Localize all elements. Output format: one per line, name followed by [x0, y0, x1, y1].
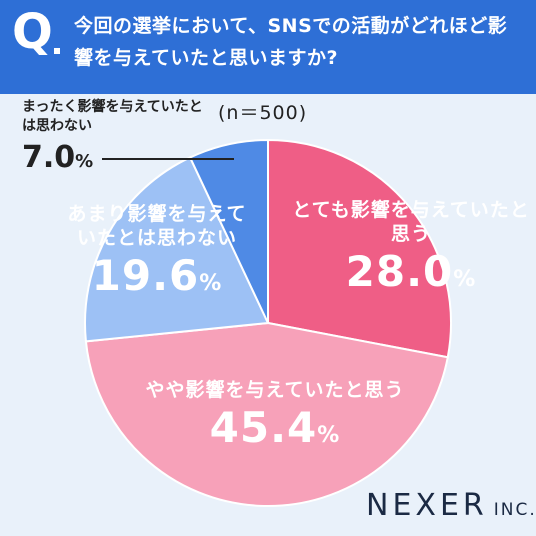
slice-value-3: 7.0% — [22, 140, 94, 175]
slice-value-0: 28.0% — [345, 247, 477, 296]
slice-label-3: まったく影響を与えていたとは思わない 7.0% — [22, 98, 212, 182]
slice-name-0: とても影響を与えていたと思う — [292, 199, 530, 245]
pie-slice-1 — [84, 321, 449, 507]
q-mark: Q — [12, 4, 53, 60]
slice-value-1: 45.4% — [209, 403, 341, 452]
pie-slice-3 — [188, 138, 269, 324]
slice-label-2: あまり影響を与えていたとは思わない 19.6% — [62, 202, 252, 310]
slice-name-3: まったく影響を与えていたとは思わない — [22, 99, 203, 134]
sample-size: (n＝500) — [218, 102, 308, 124]
slice-label-0: とても影響を与えていたと思う 28.0% — [286, 198, 536, 306]
pie-slice-2 — [84, 156, 270, 343]
slice-label-1: やや影響を与えていたと思う 45.4% — [130, 378, 420, 462]
question-header: Q 今回の選挙において、SNSでの活動がどれほど影響を与えていたと思いますか? — [0, 0, 536, 94]
q-dot — [54, 48, 60, 54]
pie-slice-0 — [267, 138, 452, 359]
question-text: 今回の選挙において、SNSでの活動がどれほど影響を与えていたと思いますか? — [74, 15, 508, 69]
brand-logo: NEXER INC. — [366, 488, 536, 523]
slice-value-2: 19.6% — [91, 251, 223, 300]
slice-name-2: あまり影響を与えていたとは思わない — [67, 203, 247, 249]
slice-name-1: やや影響を与えていたと思う — [145, 379, 405, 401]
leader-line — [102, 158, 234, 160]
